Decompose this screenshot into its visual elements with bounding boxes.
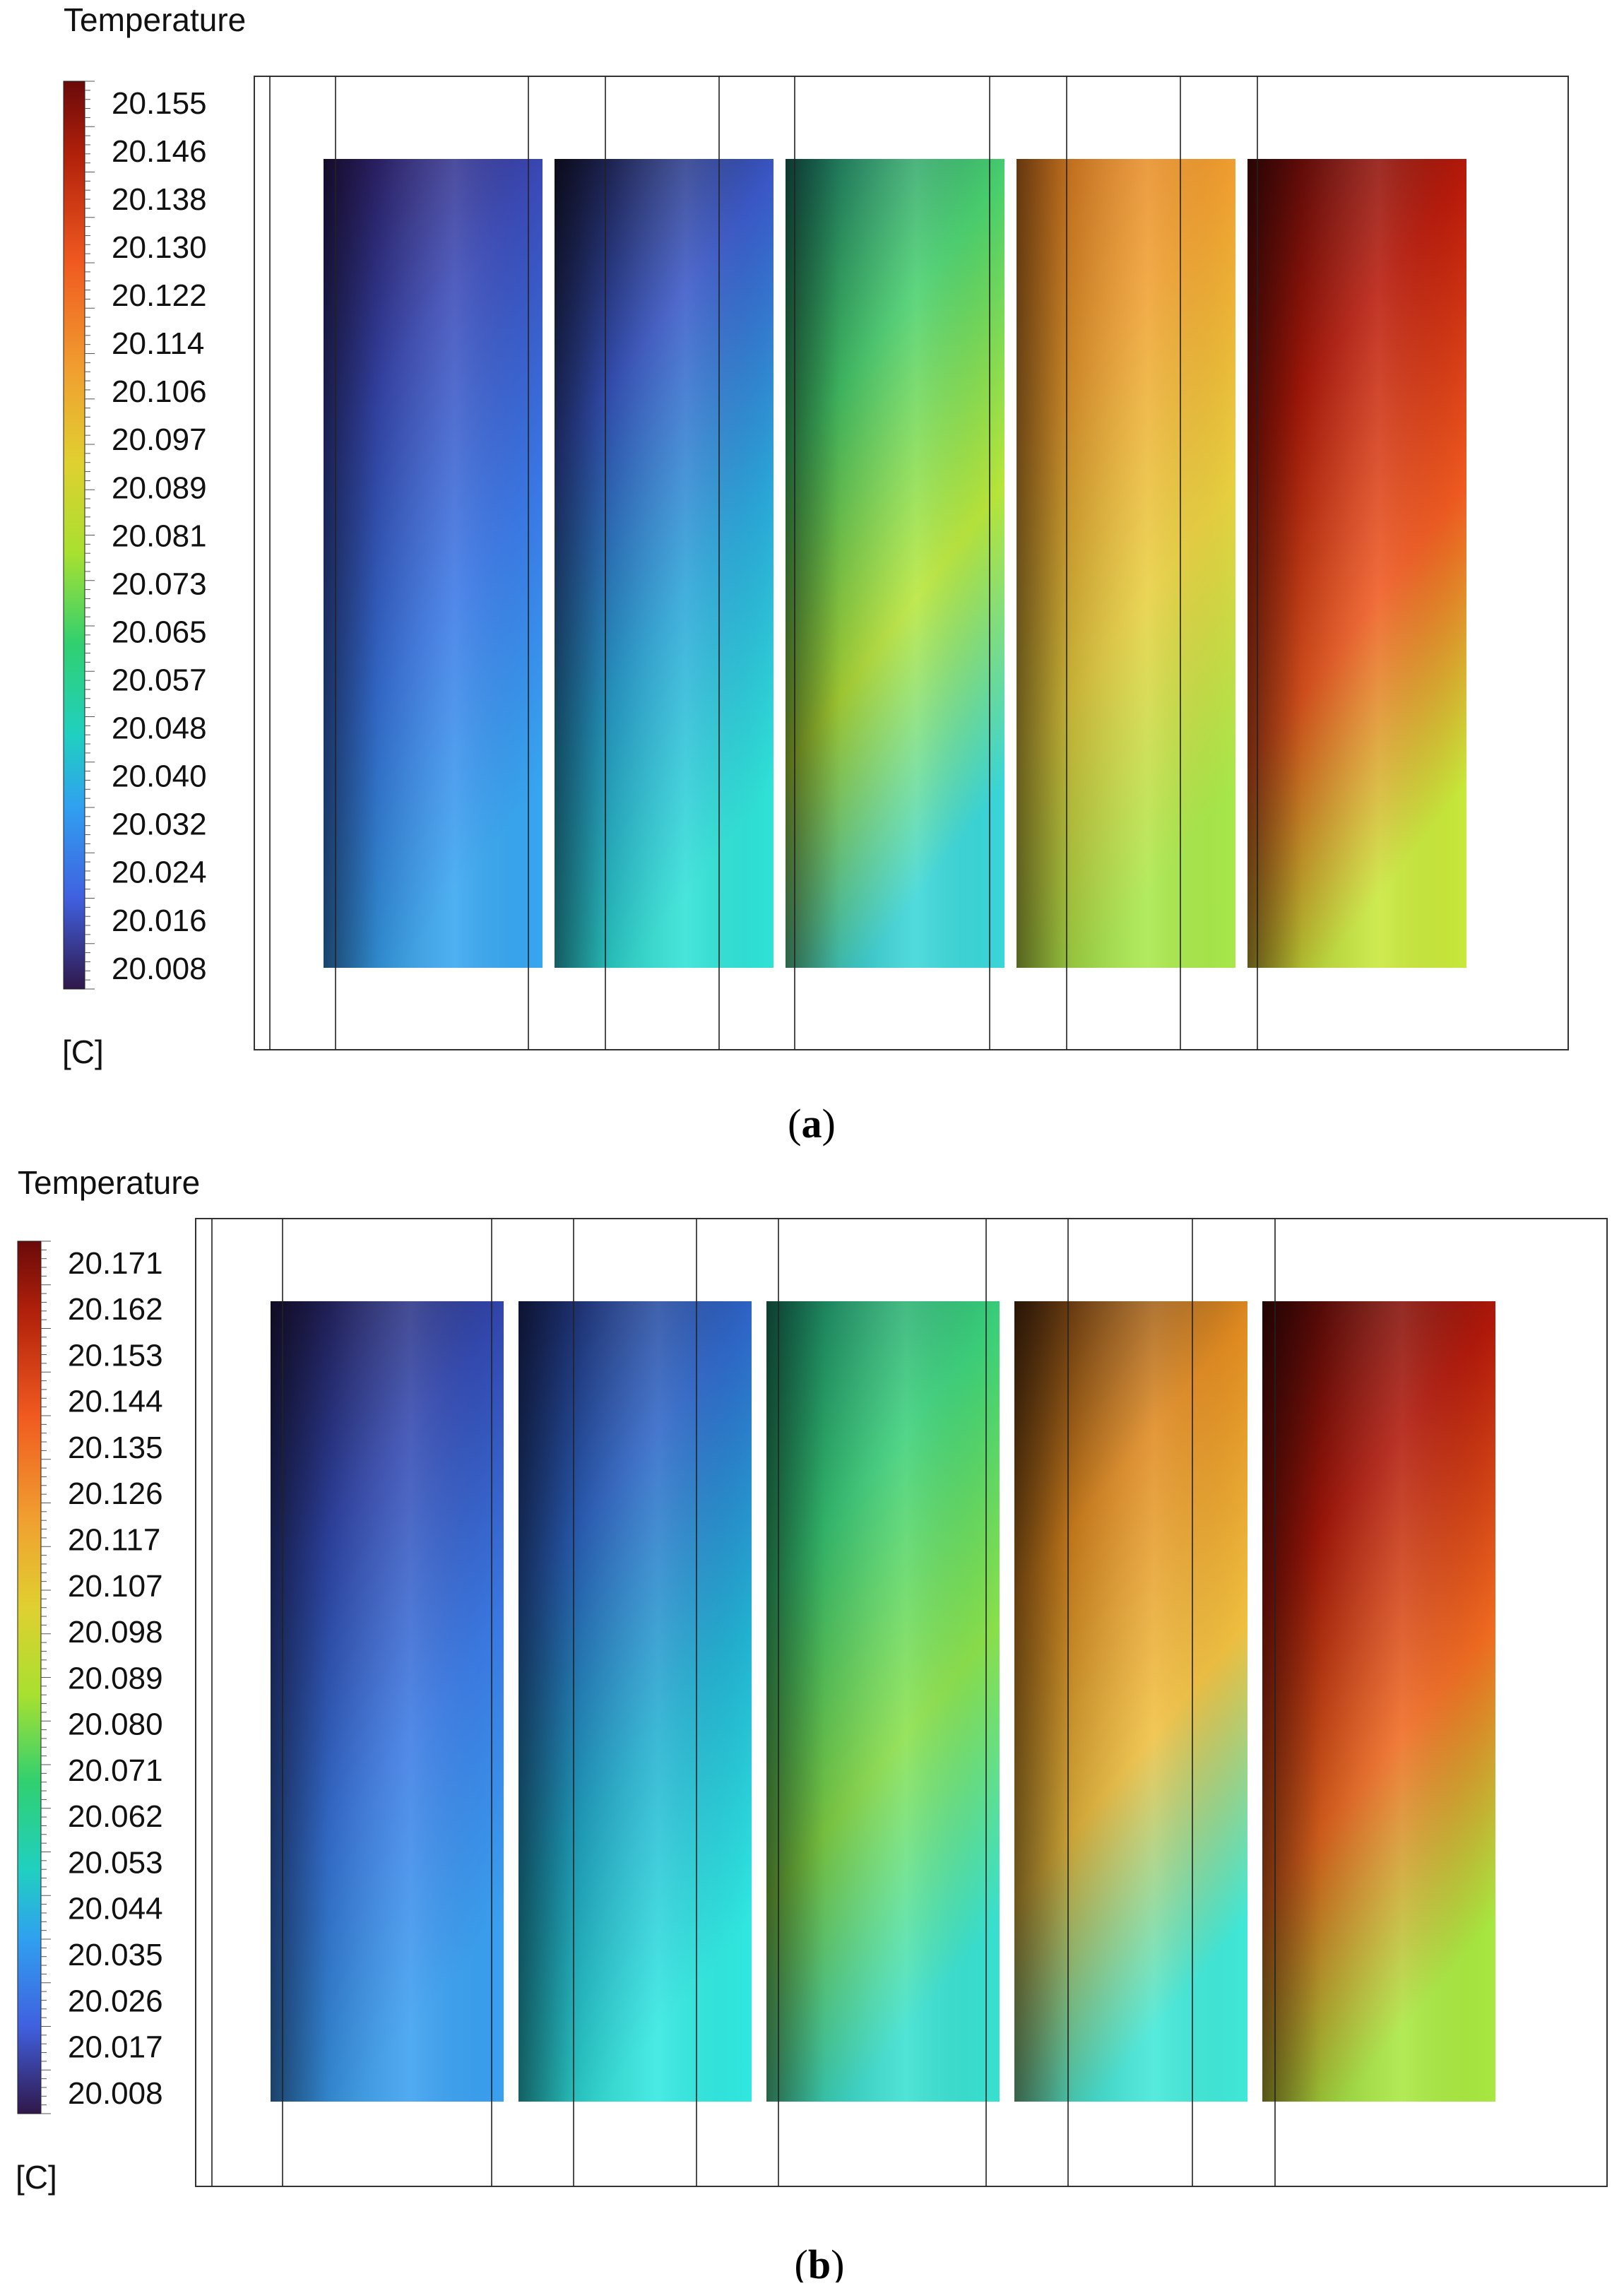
- tick-label: 20.171: [68, 1246, 163, 1281]
- tick-label: 20.098: [68, 1615, 163, 1650]
- tick-label: 20.153: [68, 1338, 163, 1373]
- tick-label: 20.117: [68, 1523, 160, 1558]
- tick-label: 20.053: [68, 1845, 163, 1880]
- tick-label: 20.146: [112, 134, 207, 169]
- tick-label: 20.126: [68, 1476, 163, 1511]
- tick-label: 20.144: [68, 1385, 163, 1419]
- cell-shading: [1017, 159, 1235, 968]
- legend-unit-b: [C]: [16, 2159, 57, 2196]
- tick-label: 20.026: [68, 1984, 163, 2018]
- cell-shading: [766, 1301, 1000, 2102]
- cell-shading: [555, 159, 774, 968]
- cell-shading: [271, 1301, 504, 2102]
- cell-shading: [1247, 159, 1466, 968]
- tick-label: 20.081: [112, 519, 207, 553]
- legend-unit-a: [C]: [62, 1034, 104, 1070]
- tick-label: 20.008: [68, 2076, 163, 2111]
- tick-label: 20.155: [112, 86, 207, 121]
- tick-label: 20.122: [112, 278, 207, 313]
- tick-label: 20.044: [68, 1892, 163, 1926]
- cell-shading: [786, 159, 1004, 968]
- legend-title-b: Temperature: [18, 1164, 200, 1201]
- cells-a: [324, 159, 1466, 968]
- caption-letter-b: b: [808, 2241, 831, 2282]
- tick-label: 20.057: [112, 663, 207, 698]
- colorbar-ticks-a: [85, 81, 95, 990]
- colorbar-tick-labels-a: 20.155 20.146 20.138 20.130 20.122 20.11…: [112, 86, 207, 986]
- tick-label: 20.062: [68, 1799, 163, 1834]
- grid-lines-a: [269, 76, 1258, 1050]
- tick-label: 20.138: [112, 182, 207, 217]
- cell-shading: [518, 1301, 752, 2102]
- legend-title-a: Temperature: [64, 1, 246, 38]
- cells-b: [271, 1301, 1495, 2102]
- colorbar-a: [63, 81, 85, 990]
- tick-label: 20.089: [68, 1661, 163, 1695]
- tick-label: 20.106: [112, 374, 207, 409]
- grid-lines-b: [211, 1219, 1276, 2186]
- tick-label: 20.032: [112, 807, 207, 842]
- tick-label: 20.065: [112, 615, 207, 649]
- tick-label: 20.135: [68, 1431, 163, 1465]
- tick-label: 20.080: [68, 1707, 163, 1742]
- tick-label: 20.035: [68, 1938, 163, 1972]
- cell-shading: [1014, 1301, 1247, 2102]
- colorbar-tick-labels-b: 20.171 20.162 20.153 20.144 20.135 20.12…: [68, 1246, 163, 2111]
- tick-label: 20.048: [112, 711, 207, 746]
- cell-shading: [1262, 1301, 1495, 2102]
- tick-label: 20.024: [112, 855, 207, 890]
- tick-label: 20.017: [68, 2030, 163, 2065]
- colorbar-ticks-b: [41, 1240, 51, 2114]
- tick-label: 20.107: [68, 1569, 163, 1604]
- panel-a: Temperature 20.155 20.146 20.138 20.130 …: [62, 1, 1569, 1147]
- caption-b: (b): [795, 2241, 845, 2282]
- tick-label: 20.073: [112, 567, 207, 601]
- caption-a: (a): [788, 1101, 836, 1147]
- tick-label: 20.008: [112, 952, 207, 986]
- colorbar-b: [17, 1240, 42, 2114]
- panel-b: Temperature 20.171 20.162 20.153 20.144 …: [16, 1164, 1608, 2286]
- tick-label: 20.071: [68, 1753, 163, 1788]
- cell-shading: [324, 159, 543, 968]
- tick-label: 20.097: [112, 422, 207, 457]
- caption-letter-a: a: [802, 1101, 822, 1147]
- tick-label: 20.162: [68, 1292, 163, 1327]
- tick-label: 20.130: [112, 230, 207, 265]
- tick-label: 20.089: [112, 470, 207, 505]
- tick-label: 20.016: [112, 904, 207, 938]
- tick-label: 20.114: [112, 326, 204, 361]
- tick-label: 20.040: [112, 759, 207, 794]
